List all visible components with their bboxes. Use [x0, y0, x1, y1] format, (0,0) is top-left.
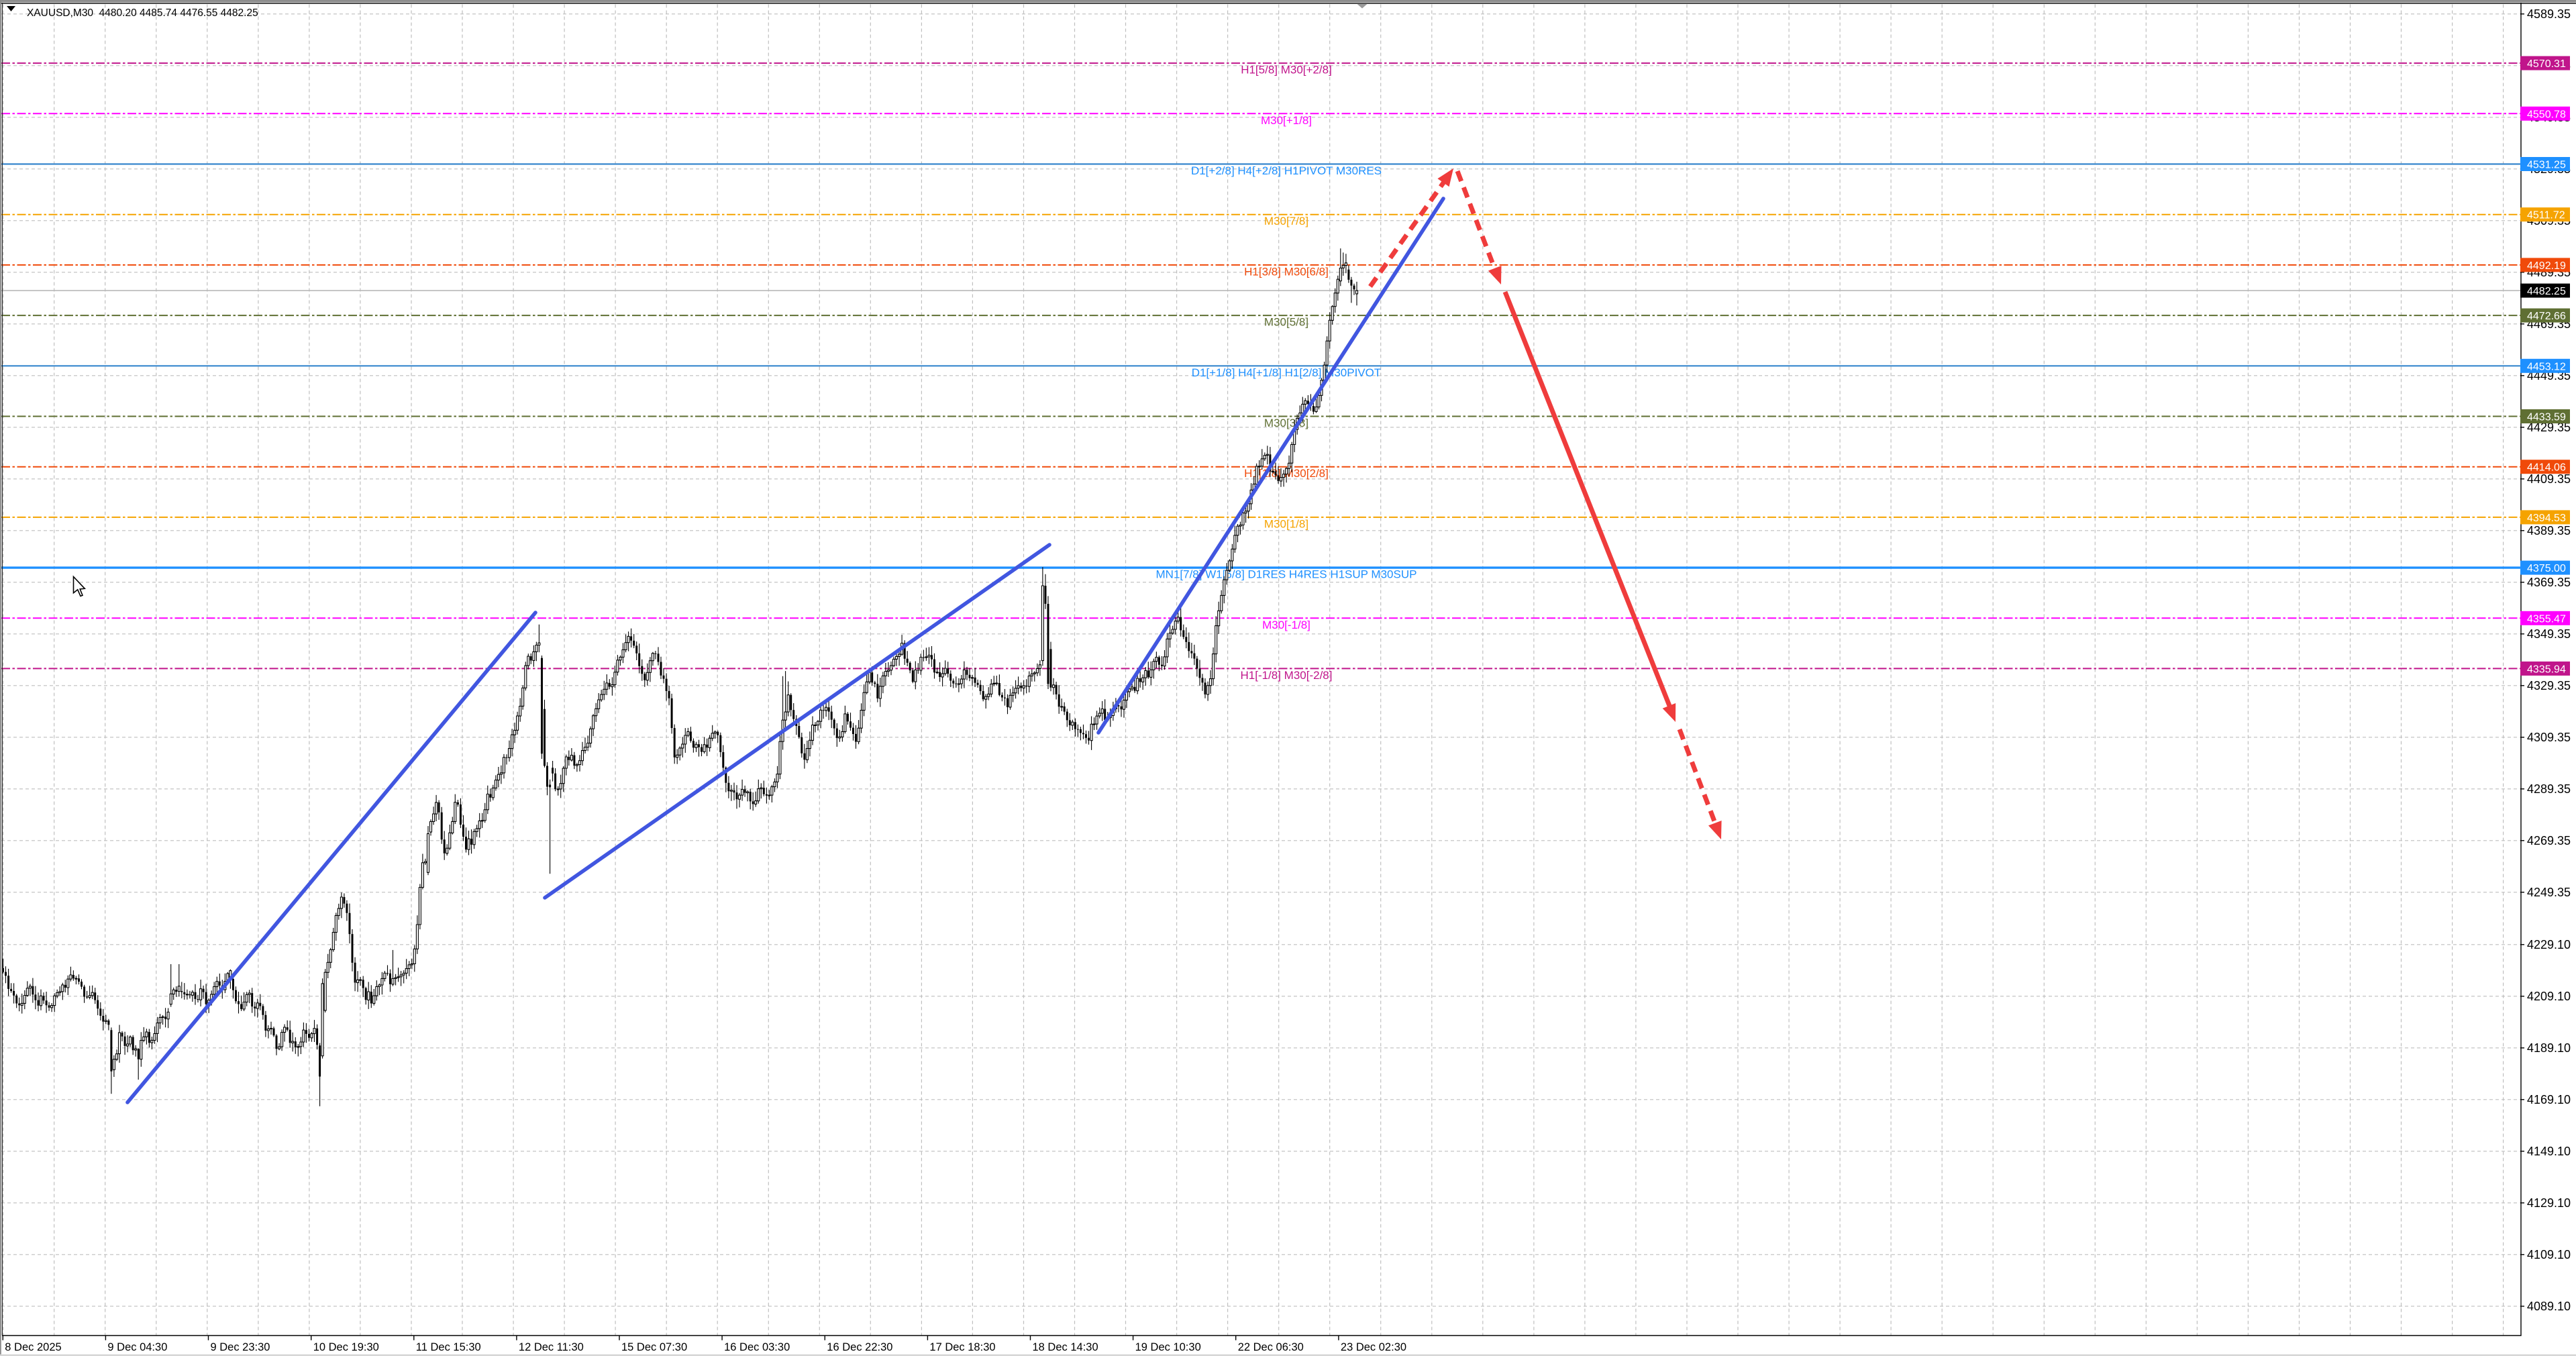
svg-text:4550.78: 4550.78 [2527, 109, 2566, 120]
svg-text:12 Dec 11:30: 12 Dec 11:30 [519, 1341, 584, 1353]
svg-text:16 Dec 03:30: 16 Dec 03:30 [724, 1341, 790, 1353]
svg-text:4375.00: 4375.00 [2527, 563, 2566, 574]
svg-text:4249.35: 4249.35 [2527, 886, 2571, 899]
svg-text:4472.66: 4472.66 [2527, 311, 2566, 322]
svg-text:4335.94: 4335.94 [2527, 664, 2566, 675]
svg-text:4511.72: 4511.72 [2527, 210, 2565, 221]
svg-text:H1[-1/8] M30[-2/8]: H1[-1/8] M30[-2/8] [1240, 669, 1332, 682]
svg-text:4289.35: 4289.35 [2527, 782, 2571, 796]
svg-text:4149.10: 4149.10 [2527, 1145, 2571, 1158]
svg-text:4492.19: 4492.19 [2527, 260, 2566, 272]
svg-text:H1[3/8] M30[6/8]: H1[3/8] M30[6/8] [1244, 265, 1329, 278]
svg-text:15 Dec 07:30: 15 Dec 07:30 [621, 1341, 687, 1353]
svg-text:4369.35: 4369.35 [2527, 576, 2571, 589]
svg-text:8 Dec 2025: 8 Dec 2025 [5, 1341, 61, 1353]
svg-text:M30[1/8]: M30[1/8] [1264, 517, 1308, 530]
svg-text:4429.35: 4429.35 [2527, 421, 2571, 434]
svg-text:11 Dec 15:30: 11 Dec 15:30 [416, 1341, 481, 1353]
svg-text:10 Dec 19:30: 10 Dec 19:30 [313, 1341, 379, 1353]
svg-text:9 Dec 04:30: 9 Dec 04:30 [107, 1341, 167, 1353]
svg-text:4329.35: 4329.35 [2527, 679, 2571, 692]
svg-text:23 Dec 02:30: 23 Dec 02:30 [1341, 1341, 1406, 1353]
svg-text:4189.10: 4189.10 [2527, 1041, 2571, 1055]
svg-text:D1[+1/8] H4[+1/8] H1[2/8] M30P: D1[+1/8] H4[+1/8] H1[2/8] M30PIVOT [1192, 366, 1382, 379]
svg-text:4389.35: 4389.35 [2527, 524, 2571, 537]
svg-text:4109.10: 4109.10 [2527, 1248, 2571, 1261]
svg-text:4409.35: 4409.35 [2527, 472, 2571, 486]
svg-text:D1[+2/8] H4[+2/8] H1PIVOT M30R: D1[+2/8] H4[+2/8] H1PIVOT M30RES [1191, 164, 1382, 177]
svg-text:4414.06: 4414.06 [2527, 462, 2566, 474]
svg-text:4589.35: 4589.35 [2527, 7, 2571, 21]
svg-text:18 Dec 14:30: 18 Dec 14:30 [1033, 1341, 1098, 1353]
svg-text:4453.12: 4453.12 [2527, 361, 2566, 372]
svg-text:M30[-1/8]: M30[-1/8] [1262, 619, 1310, 631]
svg-text:4531.25: 4531.25 [2527, 160, 2566, 171]
svg-text:4089.10: 4089.10 [2527, 1300, 2571, 1313]
svg-text:4129.10: 4129.10 [2527, 1196, 2571, 1210]
svg-text:4169.10: 4169.10 [2527, 1093, 2571, 1106]
svg-text:4433.59: 4433.59 [2527, 412, 2566, 423]
svg-text:XAUUSD,M30 4480.20 4485.74 44: XAUUSD,M30 4480.20 4485.74 4476.55 4482.… [27, 7, 258, 19]
svg-text:M30[7/8]: M30[7/8] [1264, 215, 1308, 227]
svg-text:4355.47: 4355.47 [2527, 613, 2566, 625]
svg-text:4482.25: 4482.25 [2527, 286, 2566, 297]
svg-text:4570.31: 4570.31 [2527, 58, 2566, 70]
svg-text:H1[5/8] M30[+2/8]: H1[5/8] M30[+2/8] [1241, 64, 1332, 76]
svg-text:9 Dec 23:30: 9 Dec 23:30 [211, 1341, 270, 1353]
svg-text:M30[5/8]: M30[5/8] [1264, 316, 1308, 329]
svg-text:M30[+1/8]: M30[+1/8] [1261, 114, 1312, 127]
svg-text:4349.35: 4349.35 [2527, 627, 2571, 641]
svg-text:19 Dec 10:30: 19 Dec 10:30 [1135, 1341, 1201, 1353]
svg-text:22 Dec 06:30: 22 Dec 06:30 [1238, 1341, 1304, 1353]
svg-text:16 Dec 22:30: 16 Dec 22:30 [827, 1341, 892, 1353]
svg-text:17 Dec 18:30: 17 Dec 18:30 [929, 1341, 995, 1353]
svg-text:MN1[7/8] W1[6/8] D1RES H4RES H: MN1[7/8] W1[6/8] D1RES H4RES H1SUP M30SU… [1156, 568, 1417, 581]
svg-text:4209.10: 4209.10 [2527, 990, 2571, 1003]
svg-text:4394.53: 4394.53 [2527, 513, 2566, 524]
svg-text:4309.35: 4309.35 [2527, 731, 2571, 744]
svg-text:4269.35: 4269.35 [2527, 834, 2571, 847]
svg-text:4229.10: 4229.10 [2527, 938, 2571, 951]
